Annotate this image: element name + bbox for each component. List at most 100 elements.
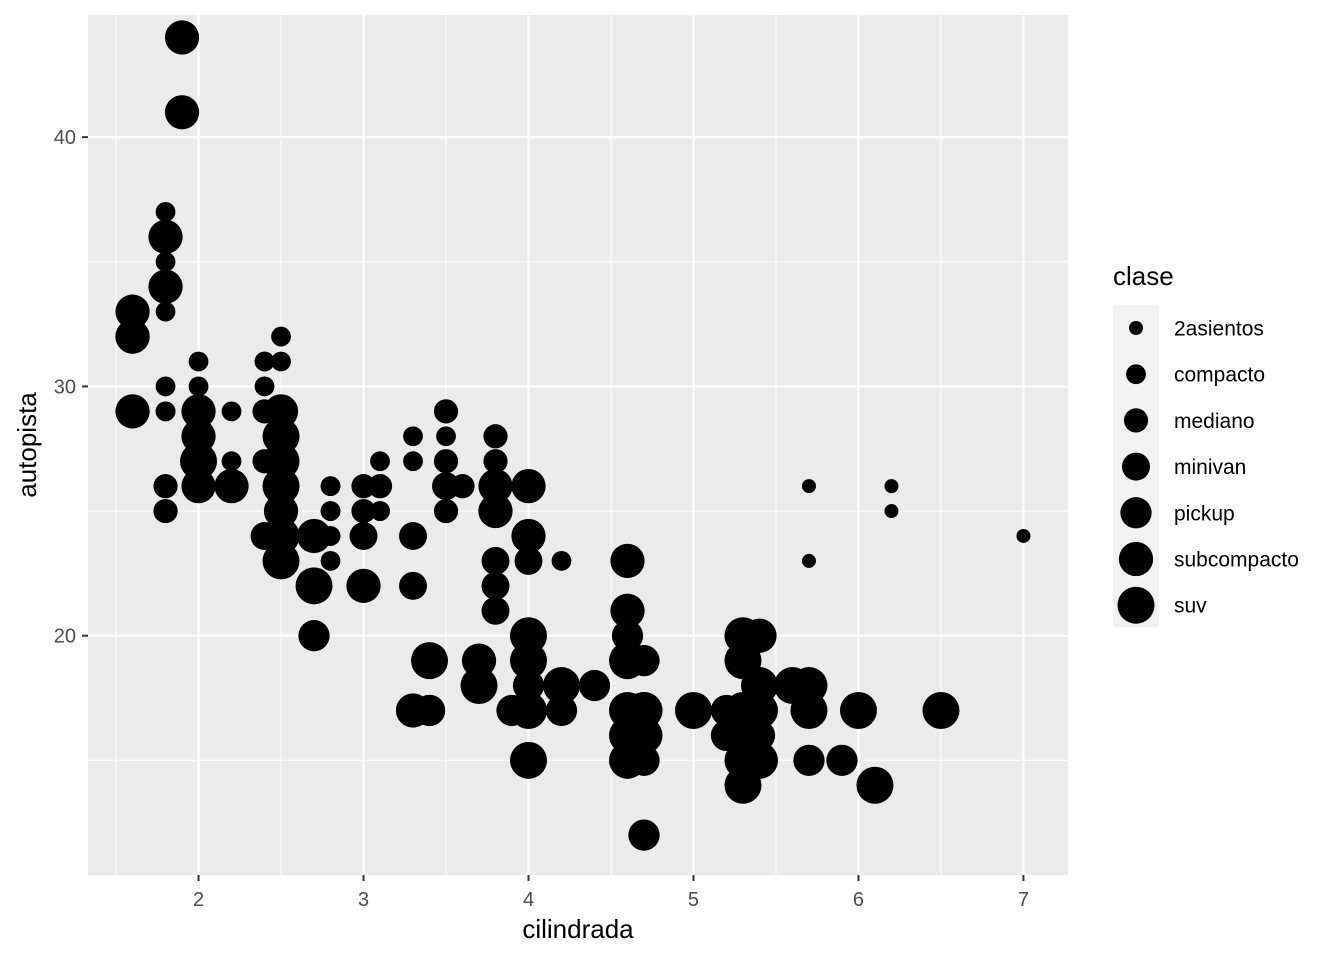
legend: clase 2asientos compacto mediano minivan pic… (1113, 261, 1299, 627)
data-point (180, 442, 218, 480)
data-point (773, 667, 811, 705)
data-point (395, 693, 431, 728)
legend-title: clase (1113, 261, 1174, 291)
x-tick-label: 3 (358, 889, 369, 911)
legend-label: minivan (1174, 456, 1246, 479)
data-point (262, 442, 300, 480)
y-axis-ticks: 20 30 40 (54, 127, 88, 648)
data-point (578, 669, 611, 702)
data-point (433, 399, 459, 424)
x-axis-ticks: 2 3 4 5 6 7 (193, 875, 1029, 911)
data-point (510, 691, 548, 729)
data-point (481, 596, 510, 625)
minor-gridlines (88, 15, 1068, 875)
data-point (351, 498, 376, 524)
data-point (221, 401, 242, 422)
data-point (514, 546, 543, 575)
data-point (628, 819, 660, 851)
data-point (608, 642, 646, 680)
data-point (801, 553, 816, 568)
data-point (551, 551, 572, 571)
data-point (254, 351, 275, 372)
data-point (674, 691, 712, 729)
data-point (399, 521, 428, 550)
plot-panel (88, 15, 1068, 875)
data-point (115, 294, 150, 329)
data-point (724, 642, 762, 680)
data-point (839, 691, 877, 729)
legend-key-symbol (1129, 321, 1143, 335)
x-axis-title: cilindrada (522, 914, 634, 944)
data-point (351, 474, 376, 499)
data-point (403, 426, 423, 447)
data-point (295, 567, 333, 605)
data-point (115, 394, 150, 429)
major-gridlines (88, 15, 1068, 875)
data-point (148, 219, 183, 254)
data-point (188, 376, 209, 397)
data-point (610, 543, 645, 579)
y-tick-label: 40 (54, 127, 76, 149)
data-point (320, 501, 341, 521)
data-point (399, 571, 428, 600)
data-point (411, 642, 449, 680)
data-point (155, 202, 176, 222)
legend-key-symbol (1122, 452, 1150, 481)
data-point (724, 691, 762, 729)
data-point (884, 504, 899, 519)
data-point (922, 691, 960, 729)
data-points (115, 20, 1031, 851)
data-point (510, 741, 548, 779)
data-point (181, 394, 216, 429)
data-point (608, 691, 646, 729)
data-point (155, 301, 176, 322)
data-point (214, 469, 249, 504)
data-point (153, 498, 178, 524)
data-point (610, 593, 645, 628)
data-point (115, 319, 150, 354)
data-point (155, 376, 176, 397)
data-point (148, 269, 183, 304)
data-point (155, 251, 176, 272)
data-point (433, 449, 459, 474)
legend-label: mediano (1174, 410, 1255, 433)
data-point (320, 551, 341, 571)
data-point (432, 472, 461, 501)
data-point (1016, 528, 1031, 543)
data-point (349, 521, 378, 550)
data-point (403, 451, 423, 472)
data-point (483, 449, 508, 474)
data-point (884, 479, 899, 494)
data-point (856, 766, 894, 804)
x-tick-label: 6 (853, 889, 864, 911)
x-tick-label: 7 (1018, 889, 1029, 911)
y-tick-label: 30 (54, 376, 76, 398)
data-point (155, 401, 176, 422)
data-point (153, 474, 178, 499)
data-point (543, 667, 581, 705)
y-axis-title: autopista (12, 392, 42, 498)
data-point (478, 469, 513, 504)
data-point (481, 571, 510, 600)
data-point (743, 719, 776, 752)
legend-label: pickup (1174, 502, 1235, 525)
data-point (271, 351, 291, 372)
legend-key-symbol (1118, 541, 1154, 577)
data-point (611, 620, 644, 652)
data-point (511, 469, 546, 504)
data-point (298, 620, 330, 652)
data-point (370, 451, 390, 472)
data-point (433, 498, 459, 524)
legend-label: subcompacto (1174, 549, 1299, 572)
data-point (164, 95, 200, 130)
data-point (221, 451, 242, 472)
data-point (512, 669, 545, 702)
legend-key-symbol (1123, 408, 1149, 433)
data-point (510, 617, 548, 655)
y-tick-label: 20 (54, 626, 76, 648)
data-point (164, 20, 200, 55)
data-point (826, 744, 858, 776)
data-point (436, 426, 456, 447)
data-point (320, 476, 341, 497)
